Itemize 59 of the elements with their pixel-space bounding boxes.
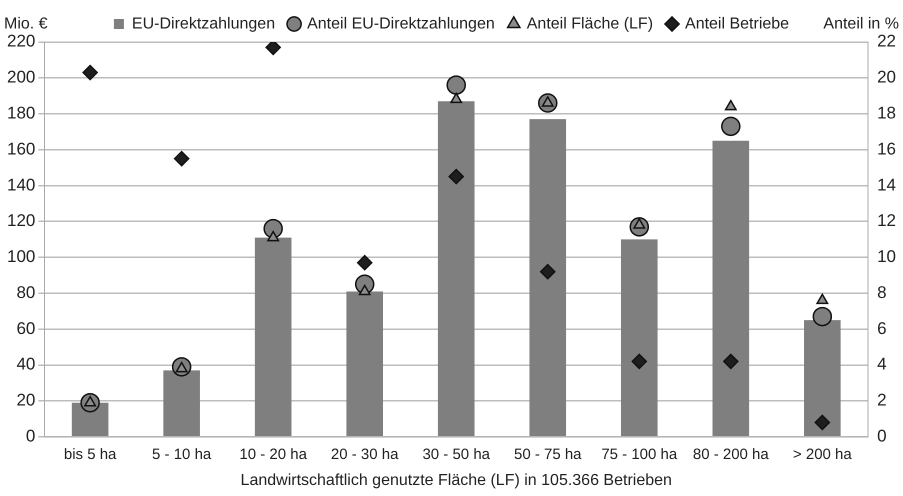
point <box>82 64 98 80</box>
point <box>356 254 372 270</box>
y-tick-label: 220 <box>6 32 36 51</box>
bar <box>712 140 750 436</box>
y2-tick-label: 20 <box>877 68 896 87</box>
point <box>724 100 737 110</box>
bar <box>438 101 475 436</box>
point <box>721 116 741 136</box>
bar <box>620 239 658 436</box>
y-tick-label: 200 <box>6 68 36 87</box>
y2-tick-label: 8 <box>877 282 887 302</box>
x-tick-label: 30 - 50 ha <box>422 446 491 463</box>
x-tick-label: > 200 ha <box>792 446 852 463</box>
y2-tick-label: 12 <box>877 211 896 230</box>
y2-tick-label: 10 <box>877 247 896 266</box>
y2-tick-label: 2 <box>877 390 887 410</box>
point <box>174 150 190 166</box>
point <box>446 75 466 95</box>
point <box>450 92 462 104</box>
y-tick-label: 160 <box>6 139 36 158</box>
y-tick-label: 120 <box>6 211 36 230</box>
legend-label: Anteil Fläche (LF) <box>526 15 654 32</box>
y-tick-label: 100 <box>6 247 36 266</box>
x-tick-label: 50 - 75 ha <box>514 446 582 463</box>
x-tick-label: 75 - 100 ha <box>601 446 678 463</box>
legend-label: Anteil EU-Direktzahlungen <box>307 15 495 32</box>
y-tick-label: 140 <box>6 175 36 194</box>
y-tick-label: 40 <box>16 354 36 374</box>
y2-tick-label: 0 <box>877 426 887 446</box>
point <box>814 414 830 430</box>
y2-tick-label: 14 <box>877 175 896 194</box>
x-tick-label: 10 - 20 ha <box>239 446 308 463</box>
y2-axis-title: Anteil in % <box>823 15 899 32</box>
x-tick-label: 5 - 10 ha <box>152 446 212 463</box>
x-tick-label: 20 - 30 ha <box>330 446 400 463</box>
y2-tick-label: 4 <box>877 354 887 374</box>
y2-tick-label: 22 <box>877 32 896 51</box>
point <box>816 294 828 304</box>
y-axis-title: Mio. € <box>4 15 48 32</box>
x-axis-title: Landwirtschaftlich genutzte Fläche (LF) in 105.366 Betrieben <box>240 472 672 489</box>
x-tick-label: 80 - 200 ha <box>692 446 770 463</box>
y2-tick-label: 16 <box>877 139 896 158</box>
point <box>632 354 648 370</box>
y-tick-label: 20 <box>16 390 36 410</box>
point <box>448 168 464 184</box>
y2-tick-label: 18 <box>877 103 896 122</box>
point <box>267 230 280 242</box>
x-tick-label: bis 5 ha <box>64 446 118 463</box>
bar <box>529 119 566 436</box>
y-tick-label: 0 <box>26 426 36 446</box>
y-tick-label: 60 <box>16 318 36 338</box>
point <box>723 354 739 370</box>
point <box>540 264 556 280</box>
legend-label: EU-Direktzahlungen <box>132 15 276 32</box>
y2-tick-label: 6 <box>877 318 887 338</box>
point <box>812 306 832 326</box>
legend-label: Anteil Betriebe <box>685 15 790 32</box>
y-tick-label: 80 <box>16 282 36 302</box>
y-tick-label: 180 <box>6 103 36 122</box>
